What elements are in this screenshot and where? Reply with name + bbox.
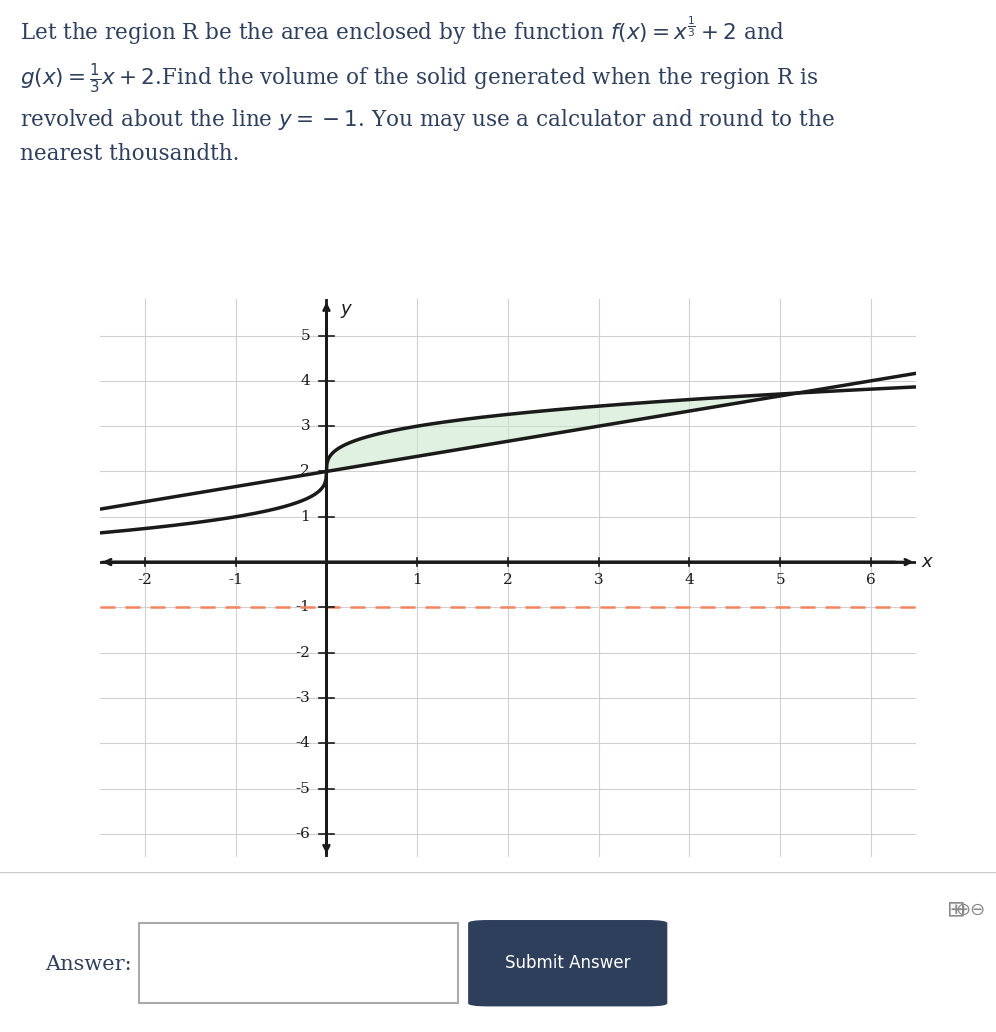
FancyBboxPatch shape [468, 921, 667, 1006]
Text: Answer:: Answer: [45, 956, 131, 974]
Text: -1: -1 [295, 601, 310, 614]
Text: -2: -2 [295, 646, 310, 659]
Text: 4: 4 [684, 574, 694, 587]
Text: 6: 6 [867, 574, 875, 587]
Text: 1: 1 [412, 574, 422, 587]
Text: 5: 5 [776, 574, 785, 587]
Text: 3: 3 [594, 574, 604, 587]
Text: 4: 4 [301, 374, 310, 388]
Text: 2: 2 [503, 574, 513, 587]
Text: -5: -5 [296, 781, 310, 796]
Text: 3: 3 [301, 419, 310, 433]
Text: ⊞: ⊞ [947, 901, 966, 921]
Text: ⊕⊖: ⊕⊖ [956, 901, 986, 918]
FancyBboxPatch shape [139, 924, 458, 1003]
Text: 1: 1 [301, 510, 310, 524]
Text: $y$: $y$ [340, 301, 354, 320]
Text: -4: -4 [295, 736, 310, 750]
Text: -2: -2 [137, 574, 152, 587]
Text: 5: 5 [301, 328, 310, 343]
Text: -3: -3 [296, 691, 310, 705]
Text: Let the region R be the area enclosed by the function $f(x) = x^{\frac{1}{3}} + : Let the region R be the area enclosed by… [20, 14, 835, 165]
Text: $x$: $x$ [921, 553, 934, 571]
Text: -1: -1 [228, 574, 243, 587]
Text: -6: -6 [295, 827, 310, 841]
Text: Submit Answer: Submit Answer [505, 955, 630, 972]
Text: 2: 2 [301, 464, 310, 479]
